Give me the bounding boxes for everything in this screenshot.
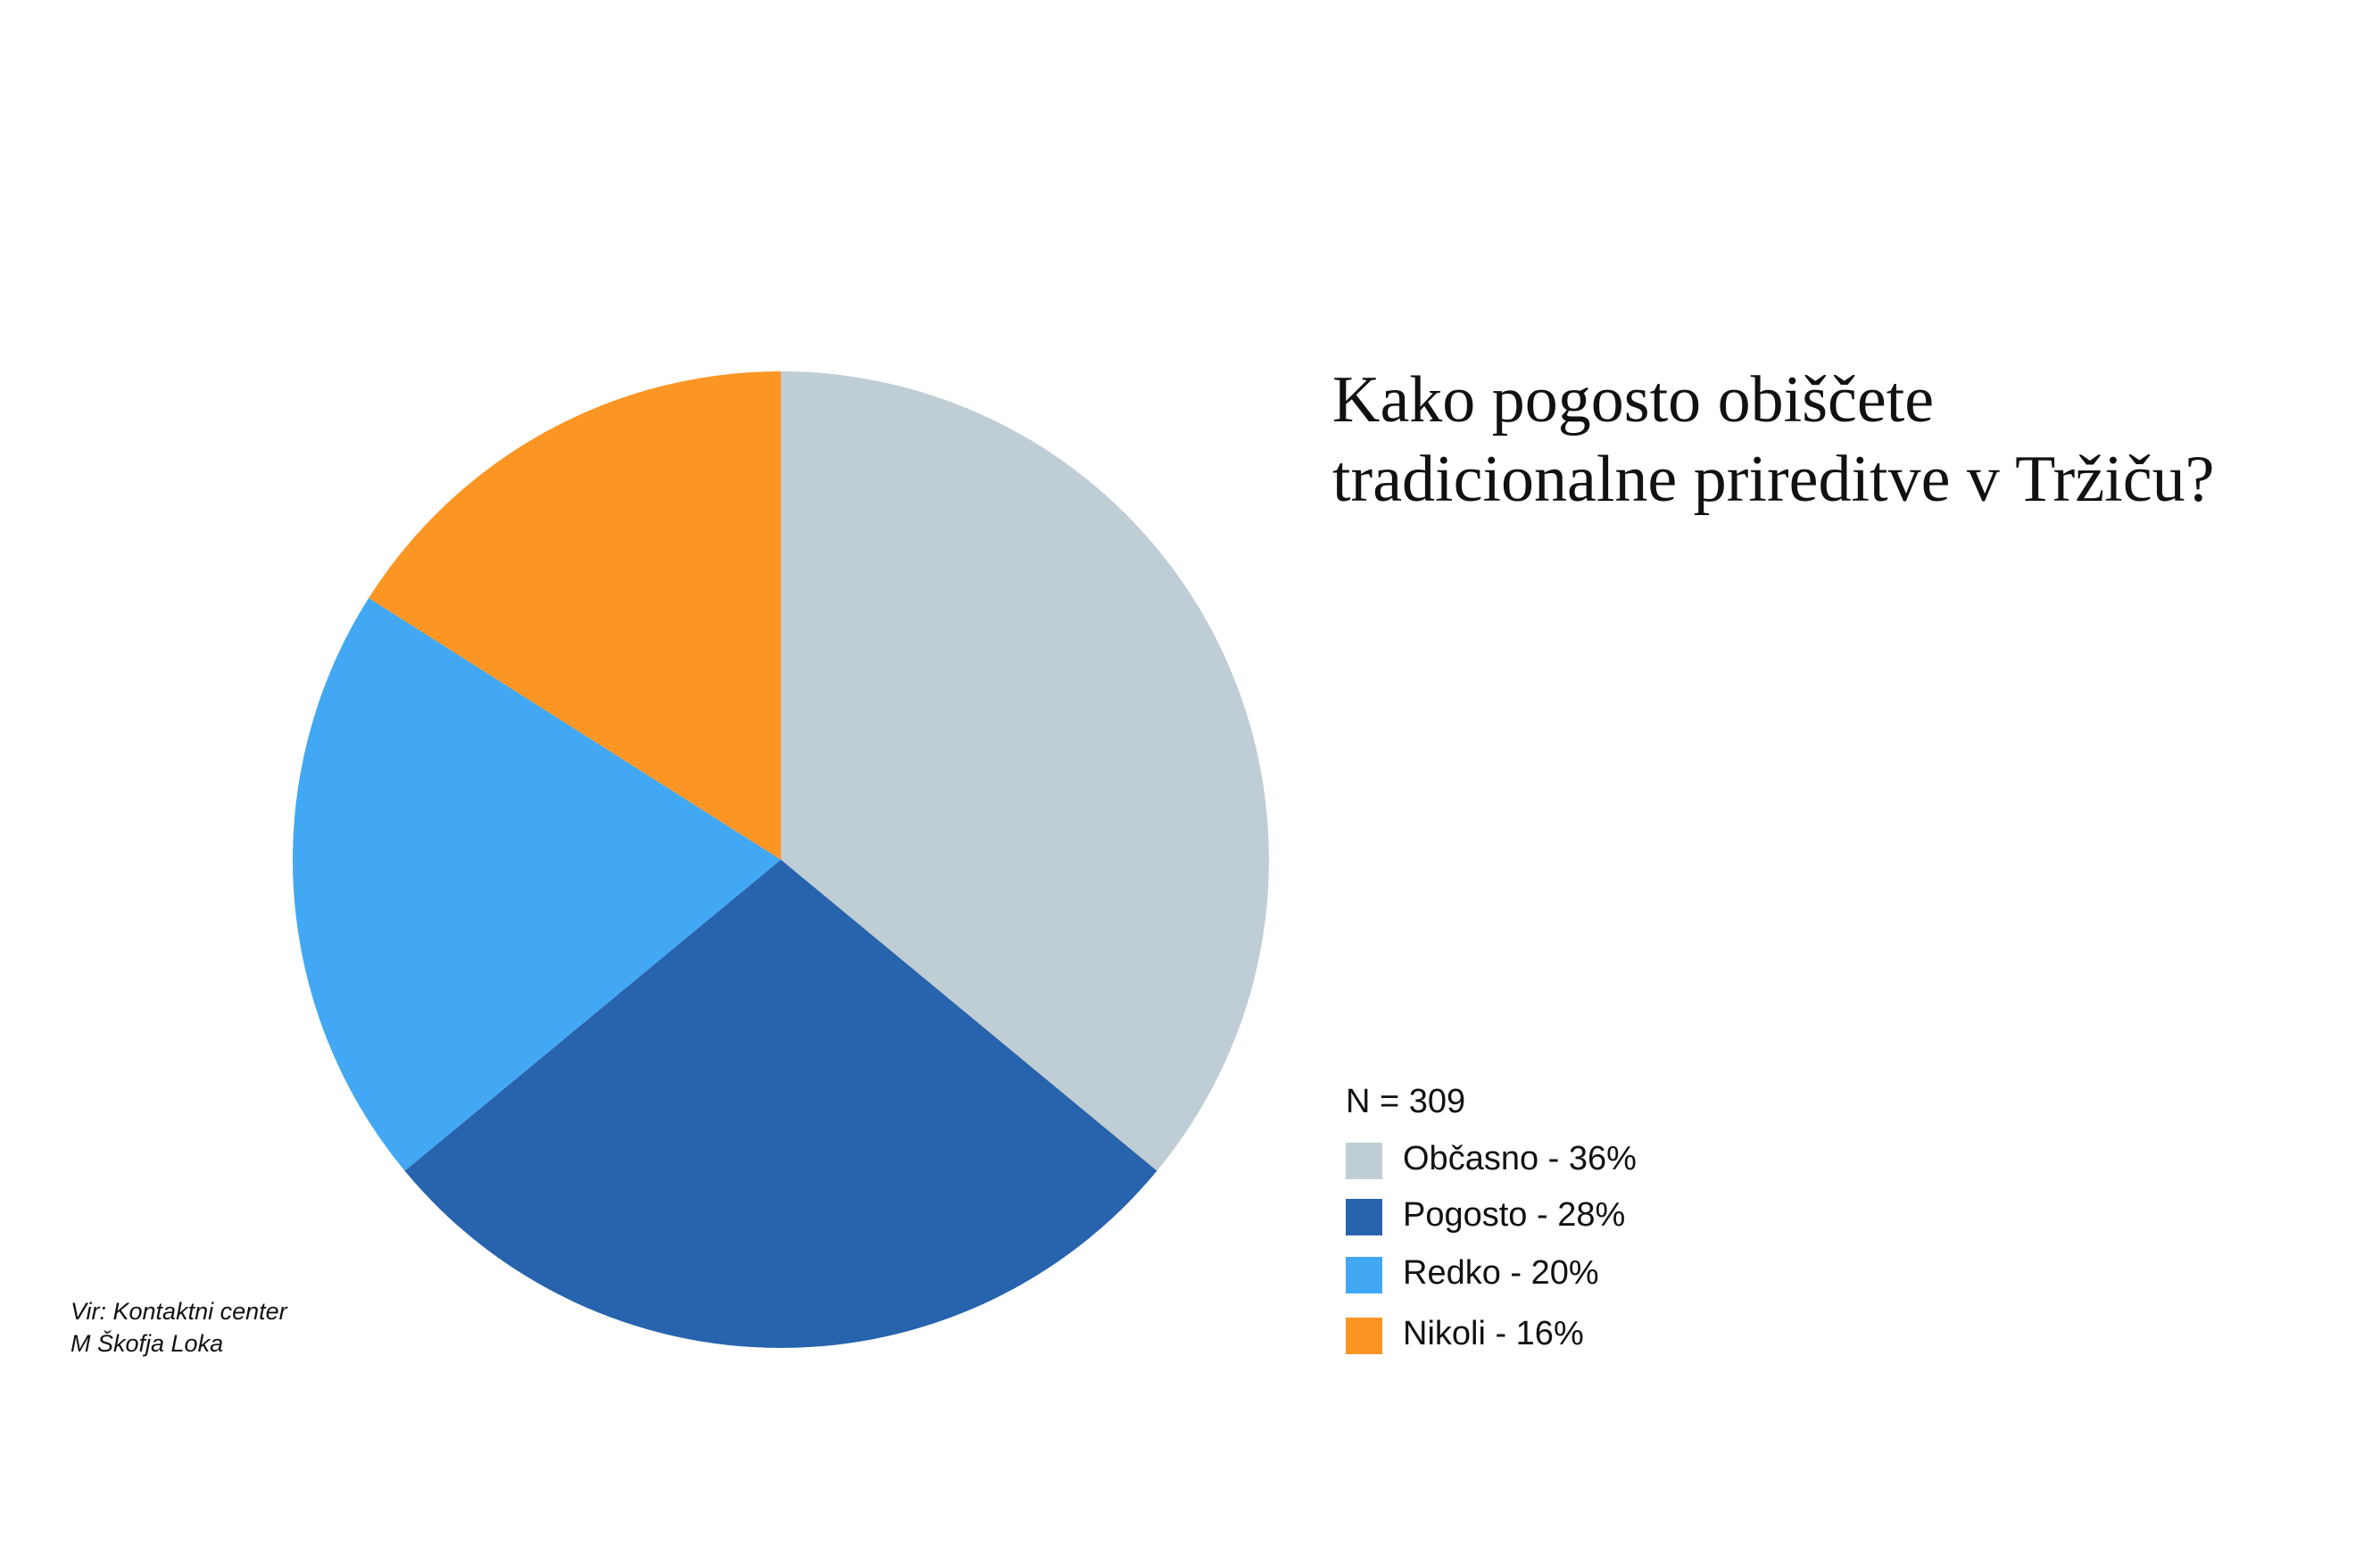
pie-slice bbox=[369, 371, 781, 860]
pie-slice bbox=[781, 371, 1269, 1171]
legend-swatch bbox=[1346, 1199, 1382, 1235]
sample-size: N = 309 bbox=[1346, 1083, 1465, 1120]
legend-swatch bbox=[1346, 1257, 1382, 1293]
legend-label: Redko - 20% bbox=[1403, 1254, 1599, 1292]
chart-title: tradicionalne prireditve v Tržiču? bbox=[1332, 443, 2214, 516]
source: Vir: Kontaktni center bbox=[70, 1298, 288, 1325]
legend-label: Nikoli - 16% bbox=[1403, 1315, 1584, 1352]
legend-label: Pogosto - 28% bbox=[1403, 1196, 1625, 1234]
chart-title: Kako pogosto obiščete bbox=[1332, 363, 1934, 437]
legend-label: Občasno - 36% bbox=[1403, 1140, 1637, 1177]
legend-swatch bbox=[1346, 1318, 1382, 1354]
pie-slice bbox=[293, 597, 781, 1171]
source: M Škofja Loka bbox=[70, 1329, 223, 1357]
legend-swatch bbox=[1346, 1143, 1382, 1179]
pie-slice bbox=[404, 860, 1157, 1348]
